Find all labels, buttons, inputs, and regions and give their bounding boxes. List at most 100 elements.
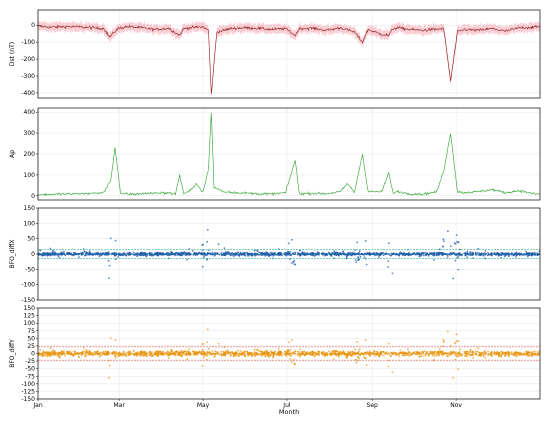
data-point [466,355,468,358]
data-point [256,353,259,355]
data-point [291,339,293,341]
data-point [168,355,170,357]
data-point [448,354,450,357]
data-point [456,355,459,358]
data-point [292,252,295,255]
data-point [391,353,394,355]
data-point [253,348,256,351]
data-point [365,364,368,366]
data-point [345,353,348,355]
data-point [222,353,225,356]
data-point [387,352,390,355]
x-axis-label: Month [279,408,299,416]
data-point [201,365,204,367]
data-point [482,254,485,256]
data-point [527,252,530,255]
data-point [71,253,74,256]
data-point [244,252,246,254]
data-point [430,352,433,355]
data-point [291,238,293,241]
data-point [209,253,212,256]
data-point [200,252,203,255]
data-point [167,252,170,255]
data-point [75,353,77,355]
data-point [422,352,425,354]
data-point [327,350,330,353]
data-point [309,351,312,354]
data-point [204,253,207,256]
data-point [136,252,139,255]
data-point [195,352,198,355]
data-point [294,263,296,266]
data-point [278,352,281,354]
data-point [85,351,87,354]
data-point [501,253,504,256]
data-point [484,356,487,359]
data-point [345,355,348,357]
data-point [531,352,533,354]
data-point [416,252,419,255]
data-point [435,254,438,257]
data-point [203,352,206,355]
data-point [313,355,316,358]
data-point [441,354,444,357]
y-axis-label: BFO_diffY [9,339,16,368]
data-point [263,353,266,356]
y-tick-label: -150 [21,396,35,403]
data-point [260,354,263,357]
data-point [241,353,244,356]
data-point [493,253,496,255]
y-tick-label: 0 [31,251,35,258]
data-point [468,350,471,353]
data-point [238,352,241,355]
data-point [484,349,487,352]
data-point [420,355,422,358]
data-point [525,252,528,255]
data-point [358,250,361,253]
data-point [365,252,368,255]
data-point [337,254,340,256]
data-point [254,254,256,257]
data-point [442,238,445,241]
data-point [518,254,521,257]
data-point [269,354,272,357]
data-point [408,253,411,255]
data-point [239,350,242,352]
data-point [304,351,307,354]
data-point [368,352,371,355]
data-point [466,350,469,353]
data-point [186,350,189,353]
data-point [454,259,457,262]
data-point [281,354,283,357]
data-point [229,354,232,357]
data-point [457,368,460,371]
data-point [336,350,339,353]
data-point [171,253,174,256]
data-point [506,253,509,255]
data-point [204,352,207,355]
data-point [136,253,139,256]
data-point [171,251,174,254]
data-point [214,350,216,352]
data-point [173,353,176,356]
data-point [455,333,458,336]
data-point [42,350,45,353]
data-point [314,253,317,255]
data-point [67,252,70,254]
data-point [117,256,120,258]
data-point [525,351,528,354]
data-point [490,254,493,257]
data-point [435,353,437,356]
y-tick-label: 125 [24,313,36,320]
data-point [450,352,453,354]
data-point [423,355,425,357]
data-point [490,252,493,255]
data-point [143,353,146,356]
data-point [327,251,330,254]
data-point [56,354,59,357]
data-point [513,354,515,357]
data-point [364,351,366,354]
data-point [440,351,442,354]
data-point [142,354,145,357]
data-point [44,252,47,255]
